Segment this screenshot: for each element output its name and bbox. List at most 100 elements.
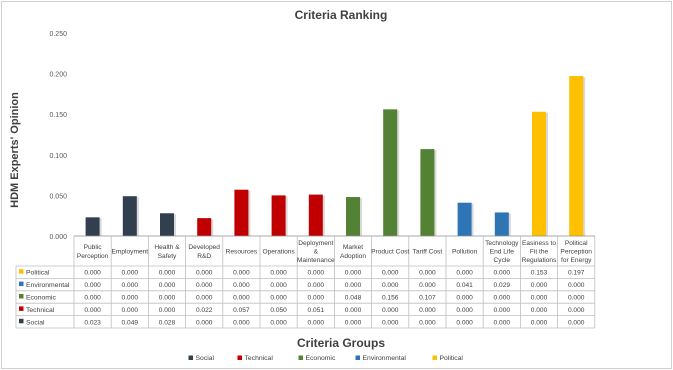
table-cell: 0.000 bbox=[122, 307, 139, 314]
legend-swatch bbox=[188, 355, 193, 360]
legend-label: Technical bbox=[245, 355, 274, 362]
y-tick-label: 0.200 bbox=[49, 72, 67, 79]
y-tick-label: 0.250 bbox=[49, 31, 67, 38]
row-series-label: Social bbox=[26, 319, 45, 326]
table-cell: 0.000 bbox=[270, 319, 287, 326]
table-cell: 0.000 bbox=[494, 270, 511, 277]
table-cell: 0.000 bbox=[382, 282, 399, 289]
table-cell: 0.107 bbox=[419, 295, 436, 302]
category-label: Product Cost bbox=[371, 249, 409, 256]
table-cell: 0.000 bbox=[494, 307, 511, 314]
data-table: Public Perception Employment Health & Safety… bbox=[15, 235, 596, 329]
table-cell: 0.000 bbox=[308, 282, 325, 289]
category-label: Perception bbox=[560, 249, 592, 256]
row-legend-key bbox=[19, 294, 24, 299]
table-cell: 0.156 bbox=[382, 295, 399, 302]
table-cell: 0.000 bbox=[196, 319, 213, 326]
table-cell: 0.000 bbox=[233, 295, 250, 302]
category-label: Political bbox=[565, 240, 588, 247]
table-cell: 0.000 bbox=[84, 282, 101, 289]
legend-label: Political bbox=[440, 355, 464, 362]
y-tick-label: 0.000 bbox=[49, 234, 67, 241]
table-cell: 0.000 bbox=[345, 307, 362, 314]
row-legend-key bbox=[19, 306, 24, 311]
category-label: Public bbox=[84, 244, 103, 251]
table-cell: 0.000 bbox=[270, 295, 287, 302]
legend-swatch bbox=[237, 355, 242, 360]
category-label: for Energy bbox=[561, 257, 592, 264]
category-label: Operations bbox=[262, 249, 295, 256]
table-cell: 0.000 bbox=[196, 270, 213, 277]
category-label: Regulations bbox=[522, 257, 558, 264]
table-cell: 0.000 bbox=[456, 307, 473, 314]
category-label: R&D bbox=[197, 253, 211, 260]
bar-technical bbox=[197, 218, 212, 236]
table-cell: 0.000 bbox=[308, 295, 325, 302]
bar-economic bbox=[383, 109, 398, 236]
table-cell: 0.000 bbox=[84, 295, 101, 302]
category-label: & bbox=[314, 249, 319, 256]
y-tick-label: 0.150 bbox=[49, 112, 67, 119]
y-axis-ticks: 0.000 0.050 0.100 0.150 0.200 0.250 bbox=[49, 31, 67, 241]
category-label: Health & bbox=[154, 244, 180, 251]
y-axis-title: HDM Experts' Opinion bbox=[9, 92, 21, 208]
row-series-label: Technical bbox=[26, 307, 55, 314]
bar-technical bbox=[308, 194, 323, 236]
table-cell: 0.000 bbox=[531, 319, 548, 326]
table-cell: 0.041 bbox=[456, 282, 473, 289]
table-cell: 0.000 bbox=[159, 270, 176, 277]
table-cell: 0.000 bbox=[456, 295, 473, 302]
category-label: Deployment bbox=[298, 240, 333, 247]
category-label: Resources bbox=[226, 249, 258, 256]
bars-group bbox=[85, 76, 586, 236]
table-cell: 0.048 bbox=[345, 295, 362, 302]
bar-economic bbox=[346, 197, 360, 236]
table-cell: 0.000 bbox=[122, 295, 139, 302]
table-cell: 0.000 bbox=[84, 307, 101, 314]
category-label: Maintenance bbox=[297, 257, 335, 264]
legend-swatch bbox=[432, 355, 437, 360]
table-cell: 0.000 bbox=[568, 307, 585, 314]
legend-label: Environmental bbox=[363, 355, 407, 362]
legend: Social Technical Economic Environmental Poli… bbox=[188, 355, 464, 362]
table-cell: 0.050 bbox=[270, 307, 287, 314]
table-cell: 0.000 bbox=[568, 295, 585, 302]
row-legend-key bbox=[19, 269, 24, 274]
category-label: Employment bbox=[111, 249, 148, 256]
table-cell: 0.000 bbox=[122, 282, 139, 289]
table-cell: 0.000 bbox=[531, 295, 548, 302]
table-cell: 0.000 bbox=[345, 270, 362, 277]
x-axis-title: Criteria Groups bbox=[297, 336, 385, 350]
table-cell: 0.000 bbox=[531, 307, 548, 314]
category-label: Market bbox=[343, 244, 363, 251]
table-cell: 0.000 bbox=[382, 319, 399, 326]
table-cell: 0.000 bbox=[233, 282, 250, 289]
y-tick-label: 0.100 bbox=[49, 153, 67, 160]
bar-economic bbox=[420, 149, 435, 236]
table-cell: 0.022 bbox=[196, 307, 213, 314]
category-label: Cycle bbox=[494, 257, 511, 264]
table-cell: 0.000 bbox=[308, 319, 325, 326]
bar-technical bbox=[271, 195, 286, 236]
bar-social bbox=[85, 217, 100, 236]
table-cell: 0.000 bbox=[159, 295, 176, 302]
table-cell: 0.051 bbox=[308, 307, 325, 314]
table-cell: 0.057 bbox=[233, 307, 250, 314]
category-label: Technology bbox=[485, 240, 519, 247]
category-label: Tariff Cost bbox=[413, 249, 443, 256]
table-cell: 0.000 bbox=[456, 270, 473, 277]
bar-social bbox=[122, 196, 137, 236]
table-cell: 0.000 bbox=[270, 282, 287, 289]
table-cell: 0.000 bbox=[196, 282, 213, 289]
category-label: Pollution bbox=[452, 249, 478, 256]
category-label: Safety bbox=[158, 253, 177, 260]
table-cell: 0.049 bbox=[122, 319, 139, 326]
table-cell: 0.153 bbox=[531, 270, 548, 277]
table-cell: 0.023 bbox=[84, 319, 101, 326]
bar-social bbox=[160, 213, 174, 236]
table-cell: 0.000 bbox=[308, 270, 325, 277]
table-cell: 0.000 bbox=[196, 295, 213, 302]
bar-technical bbox=[234, 189, 249, 236]
